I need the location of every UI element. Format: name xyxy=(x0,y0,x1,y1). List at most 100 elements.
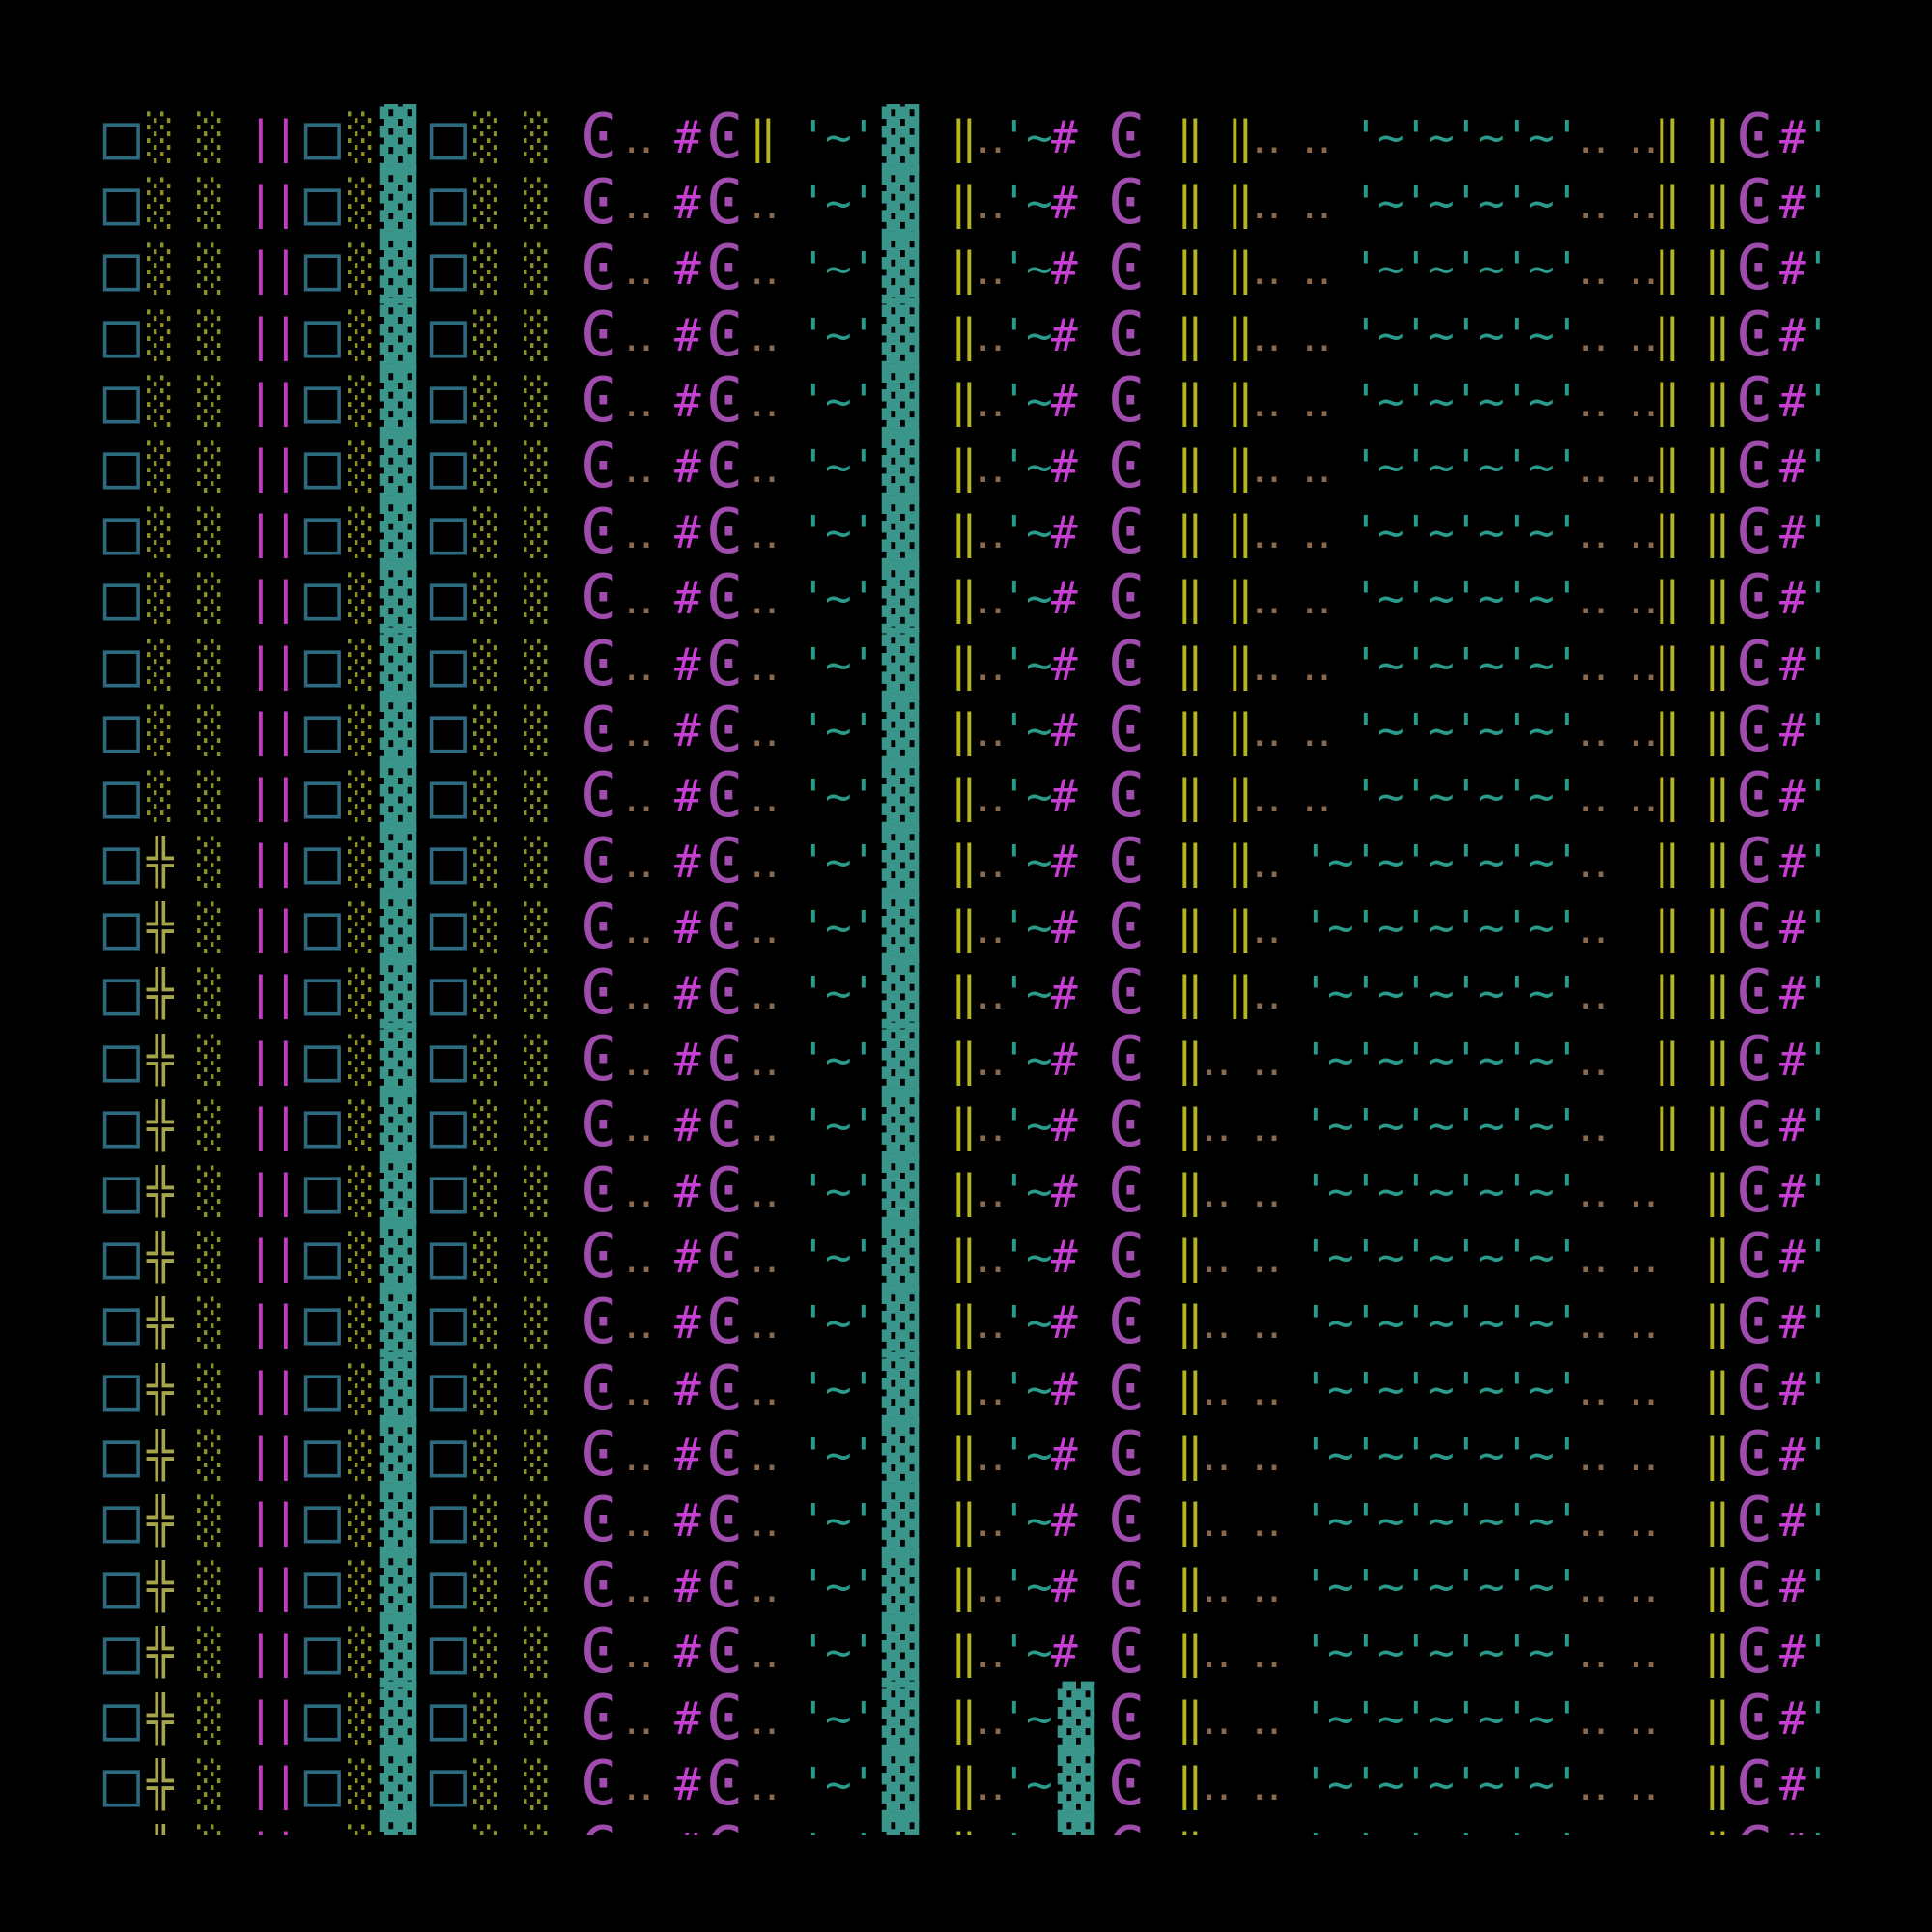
glyph: ' xyxy=(850,308,877,361)
glyph: ' xyxy=(1001,177,1028,230)
glyph: ' xyxy=(1804,1560,1832,1613)
glyph: □ xyxy=(102,430,141,502)
glyph: ' xyxy=(1503,901,1530,954)
glyph: Ͼ xyxy=(580,430,618,502)
glyph: ' xyxy=(850,1231,877,1284)
glyph: ‖ xyxy=(1704,506,1731,559)
glyph: Ͼ xyxy=(1107,957,1146,1030)
glyph: ░ xyxy=(348,1231,375,1284)
glyph: ' xyxy=(1503,111,1530,163)
glyph: □ xyxy=(102,1484,141,1556)
glyph: ‖ xyxy=(951,1626,978,1679)
glyph: ‖ xyxy=(1704,1493,1731,1547)
glyph: □ xyxy=(429,1418,468,1491)
glyph: ░ xyxy=(197,1560,224,1613)
glyph: Ͼ xyxy=(705,1484,744,1556)
glyph: ~ xyxy=(1026,967,1053,1020)
glyph: ‥ xyxy=(1252,1691,1282,1745)
glyph: ' xyxy=(1453,1817,1480,1835)
glyph: ░ xyxy=(197,242,224,296)
glyph: ' xyxy=(1804,1362,1832,1415)
glyph: □ xyxy=(102,1089,141,1161)
glyph: ‖ xyxy=(1704,1428,1731,1481)
glyph: ~ xyxy=(1428,967,1455,1020)
glyph: ' xyxy=(1453,769,1480,822)
glyph: | xyxy=(247,440,274,493)
glyph: ~ xyxy=(1528,506,1555,559)
glyph: ~ xyxy=(1428,1165,1455,1217)
glyph: ~ xyxy=(1378,638,1405,691)
glyph: ~ xyxy=(1478,177,1505,230)
glyph: # xyxy=(1779,440,1806,493)
glyph: ' xyxy=(1001,374,1028,427)
glyph: ▓ xyxy=(881,1616,920,1689)
glyph: ‥ xyxy=(1252,967,1282,1020)
glyph: # xyxy=(1051,1560,1078,1613)
glyph: ‖ xyxy=(1177,1362,1204,1415)
glyph: ' xyxy=(1001,242,1028,296)
glyph: ▓ xyxy=(881,1418,920,1491)
glyph: ' xyxy=(800,1626,827,1679)
glyph: ~ xyxy=(1026,111,1053,163)
glyph: ~ xyxy=(825,506,852,559)
glyph: ‥ xyxy=(1578,1165,1608,1217)
glyph: ‥ xyxy=(1629,1296,1659,1350)
glyph: ' xyxy=(1302,1165,1329,1217)
glyph: ~ xyxy=(1026,177,1053,230)
glyph: # xyxy=(1051,1428,1078,1481)
glyph: ‖ xyxy=(1227,177,1254,230)
glyph: ~ xyxy=(825,308,852,361)
glyph: ' xyxy=(1553,374,1580,427)
glyph: Ͼ xyxy=(580,1682,618,1754)
glyph: ░ xyxy=(524,1098,551,1151)
glyph: ' xyxy=(1302,1757,1329,1810)
glyph: ~ xyxy=(825,1033,852,1086)
glyph: ‥ xyxy=(1629,572,1659,625)
glyph: | xyxy=(272,1626,299,1679)
glyph: ' xyxy=(850,1757,877,1810)
glyph: Ͼ xyxy=(705,1352,744,1425)
glyph: ' xyxy=(1403,177,1430,230)
glyph: ‥ xyxy=(624,440,654,493)
glyph: ' xyxy=(1403,1098,1430,1151)
glyph: ▓ xyxy=(379,430,417,502)
glyph: ' xyxy=(1503,374,1530,427)
glyph: □ xyxy=(102,1287,141,1359)
glyph: □ xyxy=(303,1747,342,1820)
glyph: ‖ xyxy=(951,1493,978,1547)
glyph: ' xyxy=(1403,769,1430,822)
glyph: ~ xyxy=(1026,242,1053,296)
glyph: ░ xyxy=(147,506,174,559)
glyph: # xyxy=(1051,1033,1078,1086)
glyph: □ xyxy=(303,957,342,1030)
glyph: Ͼ xyxy=(1107,1747,1146,1820)
glyph: ' xyxy=(800,440,827,493)
glyph: ░ xyxy=(524,1362,551,1415)
glyph: ▓ xyxy=(881,497,920,569)
glyph: ░ xyxy=(147,703,174,756)
glyph: ‖ xyxy=(951,374,978,427)
glyph: ~ xyxy=(1378,506,1405,559)
glyph: □ xyxy=(102,1352,141,1425)
glyph: # xyxy=(1051,506,1078,559)
glyph: ' xyxy=(1553,1033,1580,1086)
glyph: | xyxy=(247,703,274,756)
glyph: Ͼ xyxy=(1735,497,1774,569)
glyph: Ͼ xyxy=(1735,826,1774,898)
glyph: ~ xyxy=(1327,1033,1354,1086)
glyph: ▓ xyxy=(881,1550,920,1623)
glyph: # xyxy=(674,1560,701,1613)
glyph: ░ xyxy=(348,1428,375,1481)
glyph: ░ xyxy=(473,1817,500,1835)
glyph: □ xyxy=(303,233,342,305)
glyph: ‥ xyxy=(1629,769,1659,822)
glyph: Ͼ xyxy=(705,1550,744,1623)
glyph: ~ xyxy=(1528,1493,1555,1547)
glyph: ▓ xyxy=(881,562,920,635)
glyph: ‥ xyxy=(1252,1493,1282,1547)
glyph: ' xyxy=(800,1098,827,1151)
glyph: ‥ xyxy=(1578,506,1608,559)
glyph: ' xyxy=(850,1493,877,1547)
glyph: ░ xyxy=(473,703,500,756)
glyph: ‥ xyxy=(1202,1231,1232,1284)
